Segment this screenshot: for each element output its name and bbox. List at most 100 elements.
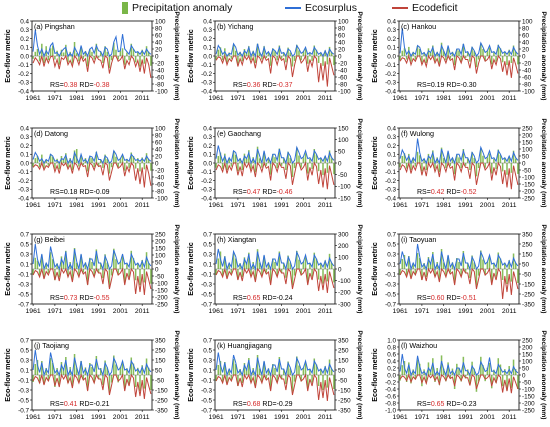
precip-bar <box>490 56 493 65</box>
ecodeficit-line <box>215 373 335 402</box>
precip-bar <box>408 362 410 375</box>
precip-bar <box>432 45 434 56</box>
precip-bar <box>313 252 316 269</box>
precip-bar <box>486 157 489 163</box>
precip-bar <box>504 51 506 56</box>
precip-bar <box>482 49 484 56</box>
right-tick-label: 20 <box>155 153 163 160</box>
precip-bar <box>311 56 313 61</box>
right-tick-label: -100 <box>522 174 535 181</box>
precip-bar <box>91 262 93 269</box>
panel-title: (h) Xiangtan <box>217 235 256 244</box>
precip-bar <box>41 255 43 269</box>
precip-bar <box>49 48 52 56</box>
rs-value: 0.68 <box>247 401 261 408</box>
precip-bar <box>139 163 141 172</box>
right-tick-label: 0 <box>338 266 342 273</box>
left-tick-label: -0.3 <box>385 187 396 194</box>
right-tick-label: 250 <box>155 231 166 238</box>
left-tick-label: 0.4 <box>387 358 396 365</box>
precip-bar <box>269 163 272 175</box>
precip-bar <box>418 155 421 163</box>
left-tick-label: -0.4 <box>385 88 396 95</box>
precip-bar <box>302 157 305 163</box>
precip-bar <box>291 163 294 177</box>
precip-bar <box>506 269 508 284</box>
x-tick-label: 2011 <box>135 202 150 209</box>
left-axis-title: Eco-flow metric <box>3 29 12 83</box>
left-tick-label: -0.1 <box>385 271 396 278</box>
precip-bar <box>78 269 80 276</box>
right-tick-label: 80 <box>155 25 163 32</box>
precip-bar <box>65 357 67 375</box>
precip-bar <box>215 163 217 168</box>
rs-value: 0.42 <box>431 189 445 196</box>
precip-bar <box>89 49 91 56</box>
precip-bar <box>442 51 445 56</box>
precip-bar <box>320 158 322 163</box>
precip-bar <box>302 367 305 375</box>
right-tick-label: 100 <box>155 18 166 25</box>
precip-bar <box>469 269 471 278</box>
precip-bar <box>425 163 428 170</box>
precip-bar <box>285 375 287 384</box>
rs-label: RS= <box>417 82 431 89</box>
precip-bar <box>445 375 447 382</box>
left-tick-label: 0.4 <box>387 125 396 132</box>
left-tick-label: 0.5 <box>20 347 29 354</box>
precip-bar <box>501 163 504 172</box>
precip-bar <box>67 163 69 168</box>
precip-bar <box>84 158 87 163</box>
panel-4: -0.4-0.3 -0.2 -0.1 0.00.1 0.2 0.3 0.4 -100-80-6… <box>3 118 180 209</box>
right-tick-label: -50 <box>338 172 348 179</box>
precip-bar <box>224 256 226 269</box>
right-tick-label: 250 <box>522 125 533 132</box>
precip-bar <box>62 52 65 56</box>
right-tick-label: -250 <box>338 397 351 404</box>
precip-bar <box>232 45 235 56</box>
left-axis-title: Eco-flow metric <box>186 242 195 296</box>
x-tick-label: 1961 <box>209 95 224 102</box>
right-tick-label: 0 <box>338 160 342 167</box>
panel-6: -0.4-0.3-0.2-0.10.00.10.20.30.4-250-200-… <box>370 118 547 209</box>
left-tick-label: 0.1 <box>203 367 212 374</box>
precip-bar <box>47 163 50 166</box>
precip-bar <box>309 158 311 163</box>
precip-bar <box>477 56 480 60</box>
left-tick-label: 0.5 <box>20 241 29 248</box>
precip-bar <box>102 269 104 279</box>
precip-bar <box>315 364 318 375</box>
precip-bar <box>399 163 401 168</box>
x-tick-label: 1981 <box>69 202 84 209</box>
panel-10: -0.7 -0.5 -0.3 -0.1 0.1 0.3 0.5 0.7 -350 -250 -150… <box>3 330 180 421</box>
precip-bar <box>508 49 510 56</box>
x-tick-label: 2001 <box>480 308 495 315</box>
precip-bar <box>506 375 508 391</box>
precip-bar <box>287 151 289 163</box>
x-tick-label: 1971 <box>47 202 62 209</box>
precip-bar <box>230 375 233 380</box>
right-tick-label: -100 <box>522 88 535 95</box>
right-tick-label: -60 <box>338 74 348 81</box>
left-tick-label: 0.0 <box>203 160 212 167</box>
right-tick-label: -250 <box>522 195 535 202</box>
left-tick-label: -0.4 <box>201 195 212 202</box>
rs-rd-label: RS=0.65 RD=-0.24 <box>233 295 293 302</box>
left-tick-label: -0.2 <box>201 178 212 185</box>
precip-bar <box>217 365 220 375</box>
precip-bar <box>453 56 456 66</box>
precip-bar <box>484 375 486 382</box>
rd-value: -0.09 <box>94 189 110 196</box>
precip-bar <box>110 269 113 276</box>
right-tick-label: -150 <box>155 387 168 394</box>
precip-bar <box>438 56 441 64</box>
precip-bar <box>405 269 408 276</box>
right-tick-label: 60 <box>155 32 163 39</box>
precip-bar <box>117 269 119 276</box>
left-tick-label: -0.8 <box>385 400 396 407</box>
right-tick-label: 50 <box>522 365 530 372</box>
precip-bar <box>410 163 412 170</box>
precip-bar <box>460 375 462 382</box>
precip-bar <box>278 148 281 163</box>
precip-bar <box>80 361 82 375</box>
